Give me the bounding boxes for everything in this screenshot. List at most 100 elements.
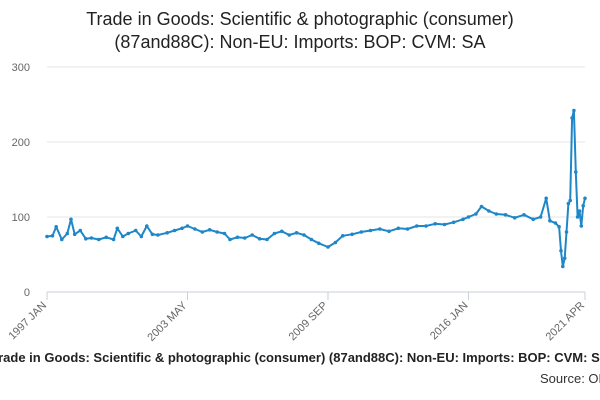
x-tick-label: 2021 APR bbox=[544, 300, 588, 344]
data-point bbox=[572, 108, 576, 113]
data-point bbox=[287, 233, 292, 237]
data-point bbox=[250, 233, 254, 237]
x-tick-label: 2016 JAN bbox=[428, 300, 471, 343]
data-point bbox=[561, 264, 565, 269]
data-point bbox=[479, 204, 484, 209]
data-point bbox=[433, 222, 438, 226]
data-point bbox=[474, 212, 478, 216]
data-point bbox=[568, 198, 572, 203]
data-point bbox=[522, 213, 526, 217]
data-point bbox=[302, 233, 306, 237]
y-tick-label: 100 bbox=[12, 212, 30, 224]
data-point bbox=[424, 224, 428, 228]
axes: 0 100 200 300 1997 JAN 2003 MAY 2009 SEP 2016 J… bbox=[6, 62, 587, 344]
data-point bbox=[451, 220, 456, 225]
data-point bbox=[566, 201, 571, 206]
data-point bbox=[45, 234, 49, 239]
data-point bbox=[553, 221, 558, 225]
data-point bbox=[368, 228, 373, 233]
data-point bbox=[359, 230, 364, 234]
data-point bbox=[317, 241, 321, 246]
x-tick-label: 2009 SEP bbox=[287, 300, 331, 344]
data-point bbox=[50, 234, 55, 238]
data-point bbox=[185, 224, 190, 228]
data-point bbox=[387, 229, 391, 234]
y-tick-label: 0 bbox=[24, 287, 30, 299]
data-point bbox=[133, 228, 138, 233]
y-tick-label: 200 bbox=[12, 137, 30, 149]
series-layer bbox=[45, 108, 587, 269]
data-point bbox=[294, 231, 299, 235]
chart-title-line-1: Trade in Goods: Scientific & photographi… bbox=[86, 9, 514, 29]
data-point bbox=[222, 231, 227, 236]
data-point bbox=[309, 237, 314, 242]
footer-title: Trade in Goods: Scientific & photographi… bbox=[0, 350, 600, 365]
x-tick-label: 2003 MAY bbox=[145, 299, 190, 344]
data-point bbox=[243, 236, 247, 240]
data-point bbox=[54, 225, 58, 229]
data-point bbox=[69, 217, 73, 222]
data-point bbox=[579, 224, 584, 228]
chart-title: Trade in Goods: Scientific & photographi… bbox=[0, 8, 600, 54]
data-point bbox=[557, 225, 561, 229]
data-point bbox=[512, 216, 517, 220]
x-tick-label: 1997 JAN bbox=[6, 300, 49, 343]
data-point bbox=[503, 213, 508, 217]
data-point bbox=[97, 237, 101, 242]
data-point bbox=[139, 234, 144, 239]
data-point bbox=[207, 228, 212, 232]
data-point bbox=[257, 237, 262, 241]
data-point bbox=[461, 217, 465, 222]
data-point bbox=[65, 231, 70, 236]
data-point bbox=[326, 245, 330, 249]
chart-footer: Trade in Goods: Scientific & photographi… bbox=[0, 350, 600, 400]
data-point bbox=[562, 256, 567, 261]
data-point bbox=[180, 226, 184, 231]
data-point bbox=[60, 237, 64, 242]
data-point bbox=[150, 232, 155, 237]
data-point bbox=[193, 227, 197, 231]
data-point bbox=[104, 235, 108, 240]
gridlines bbox=[47, 66, 585, 218]
data-point bbox=[78, 228, 83, 233]
y-tick-label: 300 bbox=[12, 62, 30, 74]
data-point bbox=[145, 224, 149, 228]
data-point bbox=[280, 229, 284, 234]
footer-source: Source: ONS bbox=[540, 371, 600, 386]
data-point bbox=[575, 215, 580, 219]
data-point bbox=[350, 232, 354, 237]
data-point bbox=[538, 215, 543, 219]
data-point bbox=[121, 234, 125, 239]
data-point bbox=[494, 212, 499, 216]
data-point bbox=[559, 249, 563, 253]
data-point bbox=[396, 226, 401, 231]
data-point bbox=[272, 231, 277, 236]
data-point bbox=[583, 196, 587, 201]
data-point bbox=[548, 219, 552, 223]
chart-title-line-2: (87and88C): Non-EU: Imports: BOP: CVM: S… bbox=[114, 32, 486, 52]
data-point bbox=[156, 233, 160, 237]
data-point bbox=[405, 227, 410, 231]
data-point bbox=[172, 228, 177, 233]
data-point bbox=[564, 230, 569, 234]
data-point bbox=[577, 209, 582, 213]
data-point bbox=[466, 215, 471, 219]
data-point bbox=[415, 224, 419, 228]
data-point bbox=[531, 217, 535, 222]
data-point bbox=[487, 209, 491, 213]
data-point bbox=[126, 231, 131, 236]
data-point bbox=[72, 232, 77, 237]
data-point bbox=[200, 230, 205, 234]
series-line-0 bbox=[46, 109, 586, 268]
data-point bbox=[581, 204, 585, 208]
data-point bbox=[235, 235, 240, 240]
data-point bbox=[265, 237, 269, 242]
data-point bbox=[378, 227, 382, 231]
data-point bbox=[111, 237, 116, 242]
data-point bbox=[89, 236, 94, 240]
data-point bbox=[544, 196, 548, 201]
data-point bbox=[341, 234, 345, 238]
data-point bbox=[215, 230, 219, 234]
data-point bbox=[574, 170, 578, 174]
